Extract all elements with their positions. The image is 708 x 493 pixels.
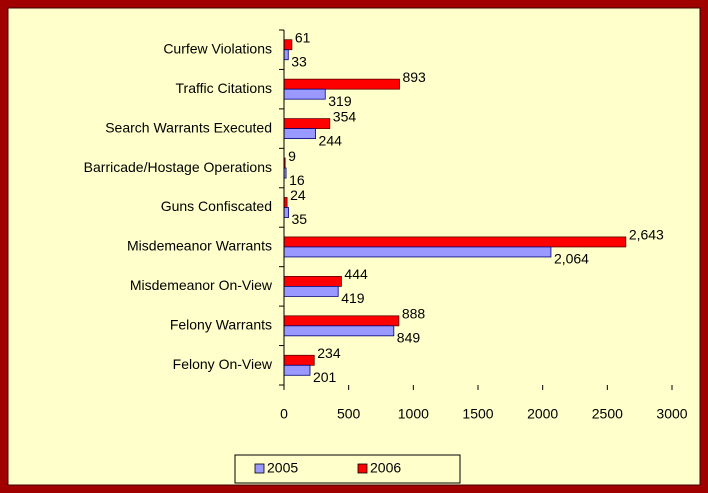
bar: [283, 118, 331, 130]
data-label: 888: [402, 306, 426, 322]
y-tick-label: Misdemeanor Warrants: [127, 238, 272, 254]
data-label: 849: [397, 330, 421, 346]
legend-label: 2006: [370, 460, 401, 476]
bar: [283, 128, 316, 140]
legend-label: 2005: [267, 460, 298, 476]
data-label: 354: [333, 108, 357, 124]
y-tick-label: Felony On-View: [173, 356, 273, 372]
x-tick-label: 2000: [527, 406, 558, 422]
data-label: 444: [344, 266, 368, 282]
bar: [283, 49, 289, 61]
y-tick-label: Curfew Violations: [163, 40, 272, 56]
data-label: 61: [295, 29, 311, 45]
legend-box: [234, 454, 461, 484]
bar: [283, 364, 311, 376]
data-label: 2,643: [629, 227, 664, 243]
data-label: 201: [313, 369, 337, 385]
y-tick-label: Barricade/Hostage Operations: [84, 159, 272, 175]
y-tick-label: Guns Confiscated: [161, 198, 272, 214]
bar: [283, 325, 395, 337]
data-label: 9: [288, 148, 296, 164]
bar: [283, 78, 400, 90]
data-label: 33: [291, 53, 307, 69]
y-tick-label: Traffic Citations: [176, 80, 272, 96]
x-tick-label: 1500: [462, 406, 493, 422]
data-label: 893: [402, 69, 426, 85]
data-label: 2,064: [554, 251, 589, 267]
bar: [283, 88, 326, 100]
bar: [283, 354, 315, 366]
data-label: 24: [290, 187, 306, 203]
x-tick-label: 3000: [656, 406, 687, 422]
bar: [283, 285, 339, 297]
data-label: 234: [317, 345, 341, 361]
data-label: 16: [289, 172, 305, 188]
y-tick-label: Search Warrants Executed: [105, 119, 272, 135]
y-tick-label: Misdemeanor On-View: [130, 277, 273, 293]
bar: [283, 207, 289, 218]
x-tick-label: 2500: [592, 406, 623, 422]
data-label: 244: [319, 132, 343, 148]
bar: [283, 275, 342, 287]
data-label: 419: [341, 290, 365, 306]
bar: [283, 236, 627, 248]
y-tick-label: Felony Warrants: [170, 317, 272, 333]
bar: [283, 246, 552, 258]
x-tick-label: 1000: [398, 406, 429, 422]
legend-swatch: [254, 463, 265, 474]
legend-swatch: [357, 463, 368, 474]
x-tick-label: 500: [337, 406, 361, 422]
bar: [283, 39, 293, 51]
bar: [283, 315, 400, 327]
x-tick-label: 0: [280, 406, 288, 422]
data-label: 35: [292, 211, 308, 227]
data-label: 319: [328, 93, 352, 109]
